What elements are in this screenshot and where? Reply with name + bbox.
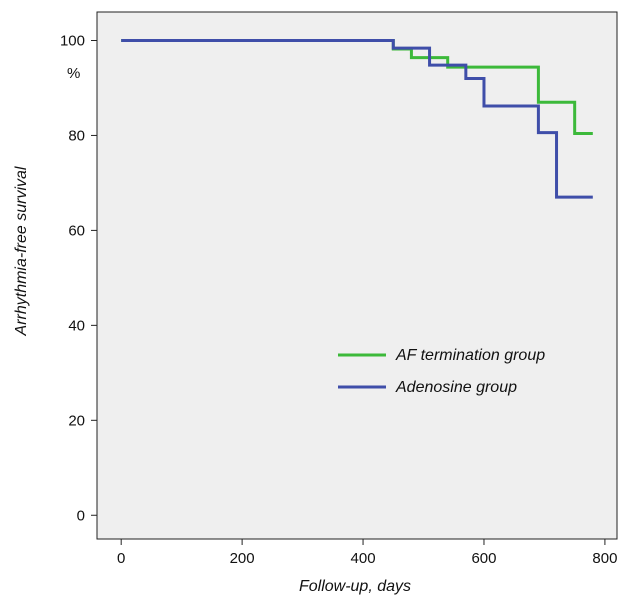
x-axis-ticks: 0 200 400 600 800 <box>117 539 617 567</box>
y-axis-title: Arrhythmia-free survival <box>13 166 30 336</box>
legend-label-adenosine: Adenosine group <box>395 379 517 396</box>
legend: AF termination group Adenosine group <box>338 347 545 396</box>
y-tick-label: 60 <box>68 222 85 239</box>
y-unit-label: % <box>67 65 80 82</box>
y-tick-label: 0 <box>77 507 85 524</box>
x-tick-label: 600 <box>471 550 496 567</box>
x-tick-label: 800 <box>592 550 617 567</box>
y-tick-label: 40 <box>68 317 85 334</box>
y-tick-label: 20 <box>68 412 85 429</box>
series-line-adenosine <box>121 38 593 199</box>
x-tick-label: 200 <box>230 550 255 567</box>
x-axis-title: Follow-up, days <box>299 578 411 595</box>
x-tick-label: 0 <box>117 550 125 567</box>
y-tick-label: 80 <box>68 127 85 144</box>
plot-area <box>96 11 618 540</box>
x-tick-label: 400 <box>351 550 376 567</box>
y-tick-label: 100 <box>60 32 85 49</box>
legend-label-af-termination: AF termination group <box>395 347 545 364</box>
series-layer <box>121 38 593 199</box>
y-axis-ticks: 0 20 40 60 80 100 <box>60 32 97 524</box>
